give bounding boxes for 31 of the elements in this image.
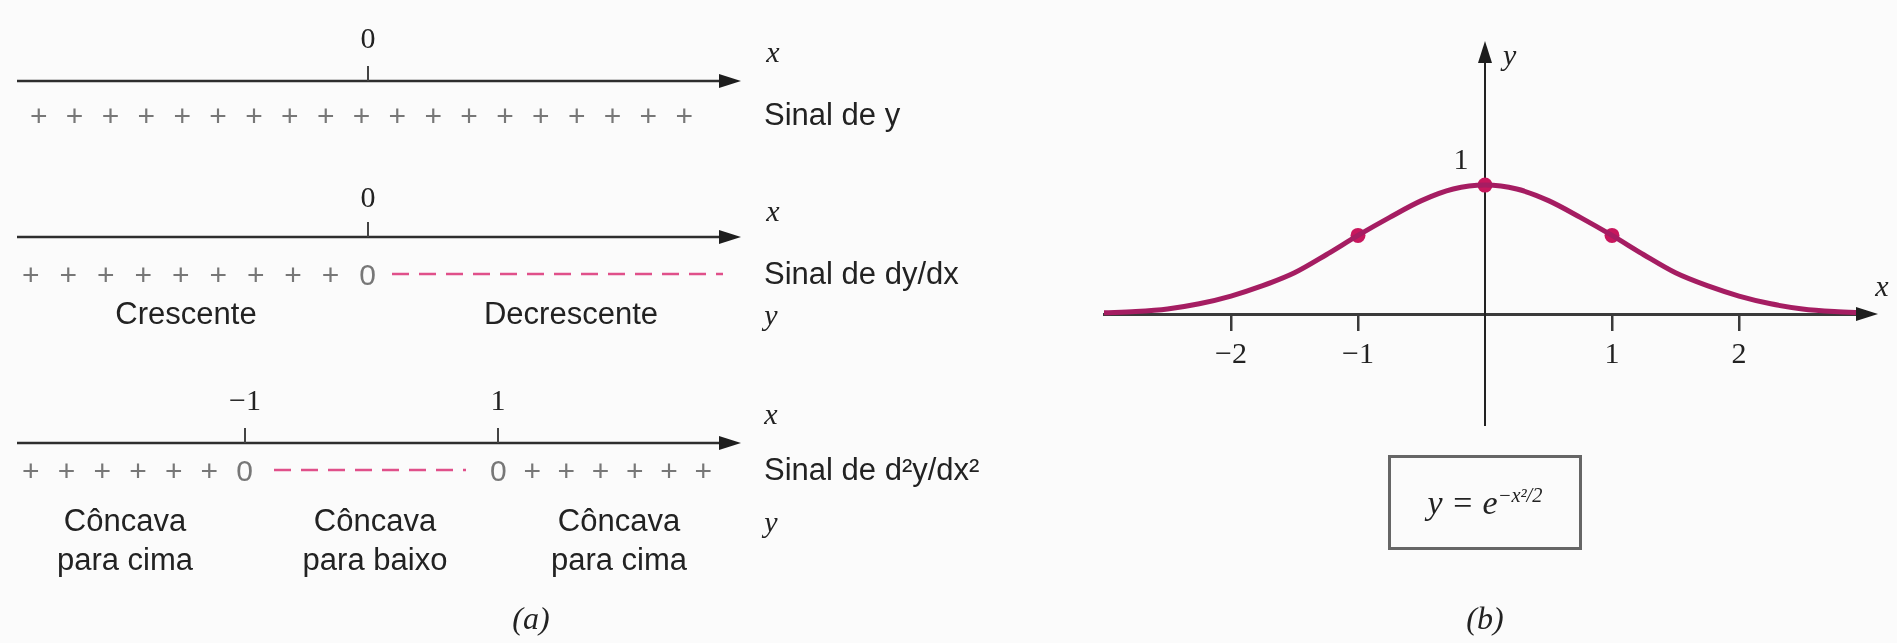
text: −1 bbox=[229, 382, 261, 416]
text: (b) bbox=[1466, 600, 1504, 637]
text: + + + + + + + + + + + + + + + + + + + bbox=[30, 98, 693, 132]
text: 0 + + + + + + bbox=[490, 453, 712, 487]
x-axis-title: x bbox=[1874, 268, 1890, 302]
text: (a) bbox=[512, 600, 550, 637]
annotation: 1 bbox=[1453, 142, 1469, 175]
text: x bbox=[766, 34, 780, 68]
text: Crescente bbox=[115, 295, 257, 332]
text: Côncava para baixo bbox=[301, 502, 449, 579]
formula-frame: y = e$^{−x²/2}$ bbox=[1388, 455, 1582, 550]
text: x bbox=[766, 193, 780, 227]
text: y bbox=[764, 504, 778, 538]
text: 0 bbox=[360, 20, 376, 54]
text: + + + + + + + + + 0 bbox=[22, 257, 376, 291]
text: Sinal de d²y/dx² bbox=[764, 451, 980, 488]
x-tick-label: −2 bbox=[1215, 335, 1247, 369]
x-tick-label: 1 bbox=[1604, 335, 1620, 369]
x-tick-label: −1 bbox=[1342, 335, 1374, 369]
text: 0 bbox=[360, 179, 376, 213]
text: y bbox=[764, 297, 778, 331]
text: Sinal de y bbox=[764, 96, 901, 133]
text: Côncava para cima bbox=[55, 502, 195, 579]
text: + + + + + + 0 bbox=[22, 453, 253, 487]
y-axis-title: y bbox=[1500, 37, 1517, 71]
text: x bbox=[764, 396, 778, 430]
x-tick-label: 2 bbox=[1731, 335, 1747, 369]
text: 1 bbox=[490, 382, 506, 416]
text: Côncava para cima bbox=[549, 502, 689, 579]
text: Decrescente bbox=[483, 295, 659, 332]
text: Sinal de dy/dx bbox=[764, 255, 959, 292]
